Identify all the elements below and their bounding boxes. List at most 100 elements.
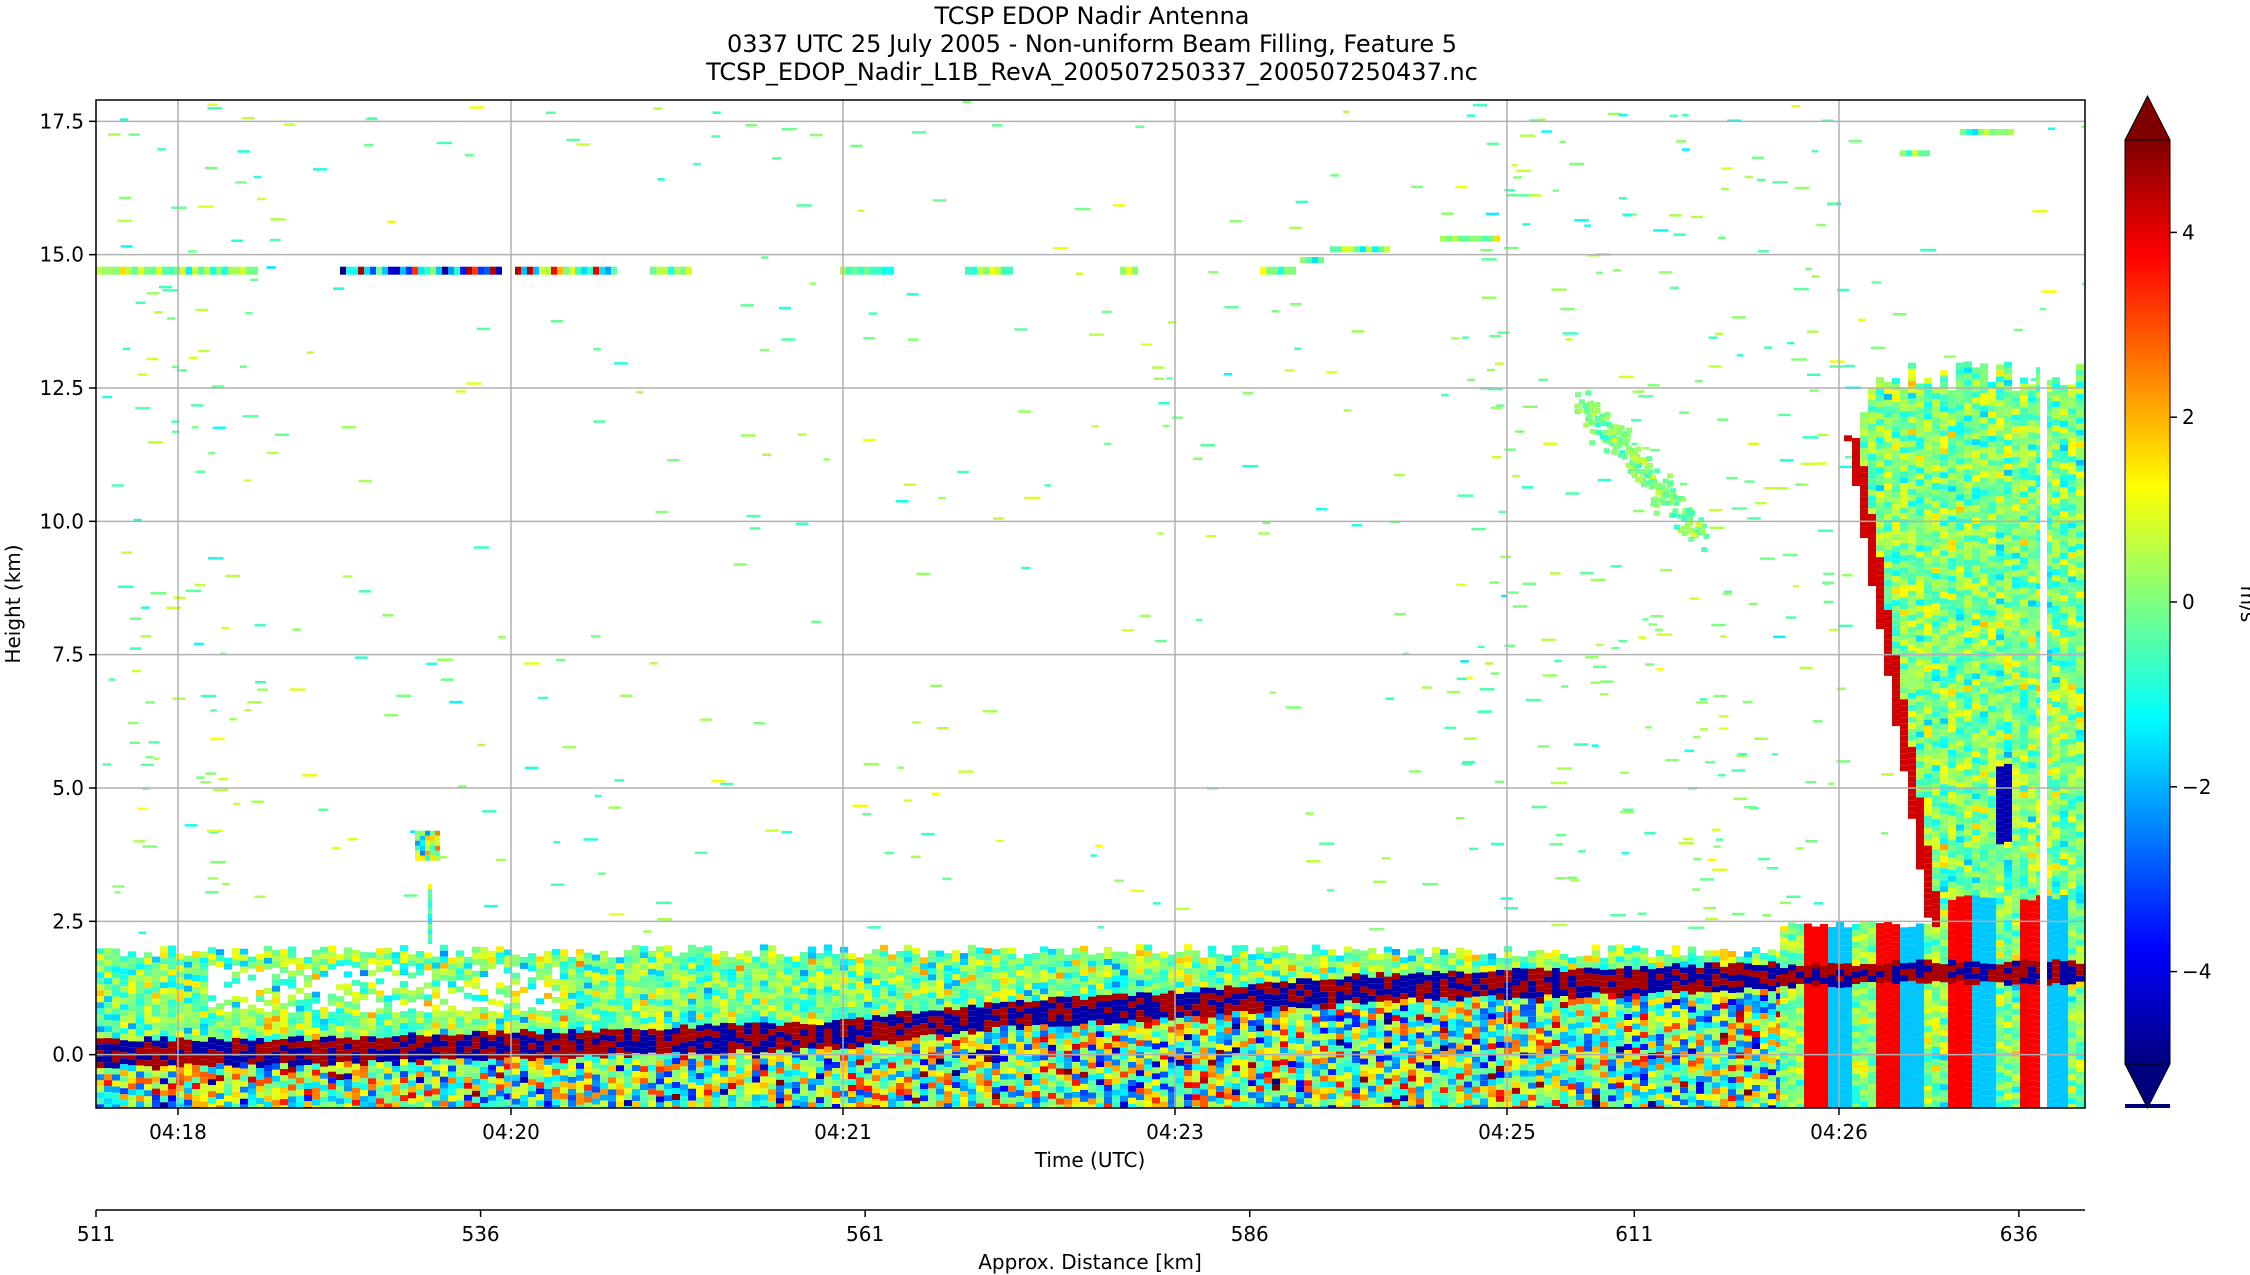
boundary-layer-cell [608, 1077, 616, 1084]
boundary-layer-cell [656, 982, 664, 989]
boundary-layer-cell [200, 951, 208, 958]
noise-speck [796, 204, 813, 207]
boundary-layer-cell [1312, 956, 1320, 963]
boundary-layer-cell [240, 960, 248, 967]
boundary-layer-cell [448, 1101, 456, 1108]
boundary-layer-cell [184, 1009, 192, 1016]
boundary-layer-cell [1056, 1050, 1064, 1057]
boundary-layer-cell [584, 1018, 592, 1025]
boundary-layer-cell [1072, 1097, 1080, 1104]
boundary-layer-cell [144, 1042, 152, 1049]
noise-speck [809, 282, 817, 285]
boundary-layer-cell [1056, 984, 1064, 991]
boundary-layer-cell [880, 974, 888, 981]
boundary-layer-cell [624, 1076, 632, 1083]
boundary-layer-cell [952, 974, 960, 981]
boundary-layer-cell [440, 1028, 448, 1035]
boundary-layer-cell [168, 1077, 176, 1084]
boundary-layer-cell [1416, 990, 1424, 997]
noise-speck [760, 348, 770, 352]
boundary-layer-cell [1232, 1023, 1240, 1030]
boundary-layer-cell [1000, 1025, 1008, 1032]
boundary-layer-cell [1144, 1082, 1152, 1089]
boundary-layer-cell [512, 978, 520, 985]
boundary-layer-cell [1152, 1043, 1160, 1050]
noise-speck [1736, 754, 1747, 757]
noise-speck [1229, 220, 1242, 223]
boundary-layer-cell [160, 1102, 168, 1108]
boundary-layer-cell [336, 1026, 344, 1033]
boundary-layer-cell [104, 984, 112, 991]
boundary-layer-cell [592, 1092, 600, 1099]
noise-speck [195, 470, 206, 473]
boundary-layer-cell [992, 961, 1000, 968]
boundary-layer-cell [496, 988, 504, 995]
boundary-layer-cell [832, 984, 840, 990]
boundary-layer-cell [808, 994, 816, 1001]
noise-speck [245, 311, 253, 315]
boundary-layer-cell [416, 1035, 424, 1042]
boundary-layer-cell [1400, 1059, 1408, 1066]
boundary-layer-cell [768, 1083, 776, 1090]
boundary-layer-cell [256, 1020, 264, 1026]
boundary-layer-cell [496, 958, 504, 965]
noise-speck [242, 415, 259, 418]
boundary-layer-cell [968, 950, 976, 957]
boundary-layer-cell [1264, 993, 1272, 1000]
boundary-layer-cell [472, 1102, 480, 1108]
boundary-layer-cell [1344, 988, 1352, 995]
boundary-layer-cell [1128, 983, 1136, 990]
noise-speck [1018, 410, 1032, 413]
noise-speck [218, 777, 229, 781]
boundary-layer-cell [1176, 969, 1184, 976]
boundary-layer-cell [1168, 1044, 1176, 1051]
boundary-layer-cell [736, 1001, 744, 1008]
noise-speck [1705, 761, 1716, 764]
boundary-layer-cell [840, 988, 848, 995]
boundary-layer-cell [1184, 956, 1192, 963]
noise-speck [108, 133, 121, 136]
boundary-layer-cell [1072, 1049, 1080, 1056]
boundary-layer-cell [1152, 959, 1160, 966]
boundary-layer-cell [1264, 1071, 1272, 1078]
boundary-layer-cell [568, 992, 576, 999]
boundary-layer-cell [112, 1104, 120, 1108]
boundary-layer-cell [624, 992, 632, 999]
noise-speck [1610, 565, 1622, 568]
boundary-layer-cell [744, 1016, 752, 1023]
boundary-layer-cell [1344, 1084, 1352, 1091]
boundary-layer-cell [1000, 1013, 1008, 1020]
boundary-layer-cell [1336, 1045, 1344, 1052]
boundary-layer-cell [224, 957, 232, 964]
boundary-layer-cell [1064, 1002, 1072, 1009]
boundary-layer-cell [744, 1100, 752, 1107]
boundary-layer-cell [1168, 984, 1176, 991]
boundary-layer-cell [680, 1096, 688, 1103]
noise-speck [1289, 226, 1302, 230]
boundary-layer-cell [712, 1067, 720, 1074]
boundary-layer-cell [584, 958, 592, 965]
boundary-layer-cell [864, 1097, 872, 1104]
noise-speck [253, 175, 262, 179]
boundary-layer-cell [696, 1079, 704, 1086]
boundary-layer-cell [200, 1047, 208, 1054]
boundary-layer-cell [1264, 1047, 1272, 1054]
boundary-layer-cell [1272, 1018, 1280, 1025]
boundary-layer-cell [1056, 960, 1064, 967]
boundary-layer-cell [640, 982, 648, 989]
boundary-layer-cell [1064, 1044, 1072, 1051]
noise-speck [387, 220, 396, 224]
boundary-layer-cell [304, 1017, 312, 1023]
boundary-layer-cell [848, 1097, 856, 1103]
boundary-layer-cell [1176, 1053, 1184, 1060]
boundary-layer-cell [472, 970, 480, 977]
boundary-layer-cell [512, 1044, 520, 1051]
boundary-layer-cell [152, 986, 160, 993]
boundary-layer-cell [920, 1047, 928, 1054]
boundary-layer-cell [1360, 998, 1368, 1005]
boundary-layer-cell [1224, 1003, 1232, 1010]
noise-speck [921, 832, 935, 836]
boundary-layer-cell [1280, 1089, 1288, 1096]
boundary-layer-cell [568, 998, 576, 1005]
boundary-layer-cell [512, 1074, 520, 1081]
